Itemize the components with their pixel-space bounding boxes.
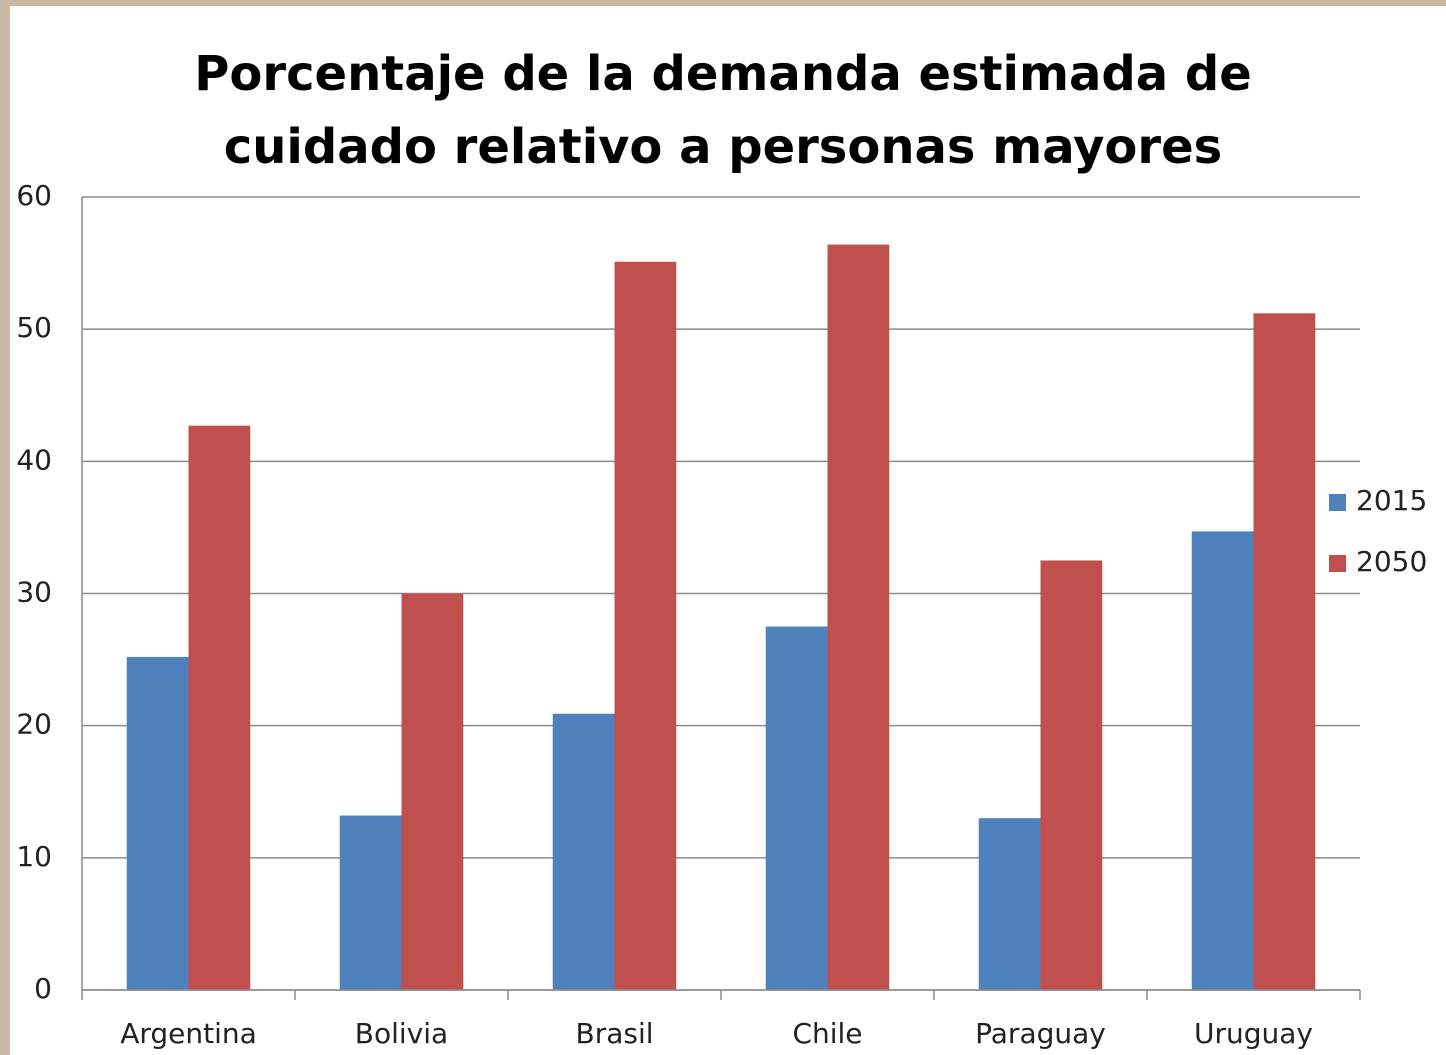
bar bbox=[1040, 560, 1103, 990]
y-tick-label: 20 bbox=[16, 708, 52, 741]
x-tick-label: Brasil bbox=[575, 1017, 653, 1050]
bar bbox=[978, 818, 1041, 990]
bar bbox=[552, 713, 615, 990]
y-tick-label: 30 bbox=[16, 576, 52, 609]
bar bbox=[827, 244, 890, 990]
legend-swatch bbox=[1329, 555, 1346, 572]
bar bbox=[401, 593, 464, 990]
legend-label: 2015 bbox=[1356, 484, 1427, 517]
x-tick-label: Paraguay bbox=[975, 1017, 1106, 1050]
bar bbox=[765, 626, 828, 990]
chart-title: Porcentaje de la demanda estimada de cui… bbox=[194, 46, 1252, 175]
bar bbox=[126, 656, 189, 990]
x-tick-label: Bolivia bbox=[355, 1017, 448, 1050]
y-tick-label: 0 bbox=[34, 972, 52, 1005]
legend-swatch bbox=[1329, 494, 1346, 511]
y-tick-label: 60 bbox=[16, 179, 52, 212]
bar bbox=[1191, 531, 1254, 990]
bar bbox=[614, 261, 677, 990]
x-tick-label: Uruguay bbox=[1194, 1017, 1313, 1050]
x-tick-label: Argentina bbox=[120, 1017, 257, 1050]
bar bbox=[1253, 313, 1316, 991]
bar bbox=[339, 815, 402, 990]
y-tick-label: 10 bbox=[16, 840, 52, 873]
y-tick-label: 40 bbox=[16, 443, 52, 476]
y-tick-label: 50 bbox=[16, 311, 52, 344]
bar bbox=[188, 425, 251, 991]
x-tick-label: Chile bbox=[792, 1017, 862, 1050]
legend-label: 2050 bbox=[1356, 545, 1427, 578]
